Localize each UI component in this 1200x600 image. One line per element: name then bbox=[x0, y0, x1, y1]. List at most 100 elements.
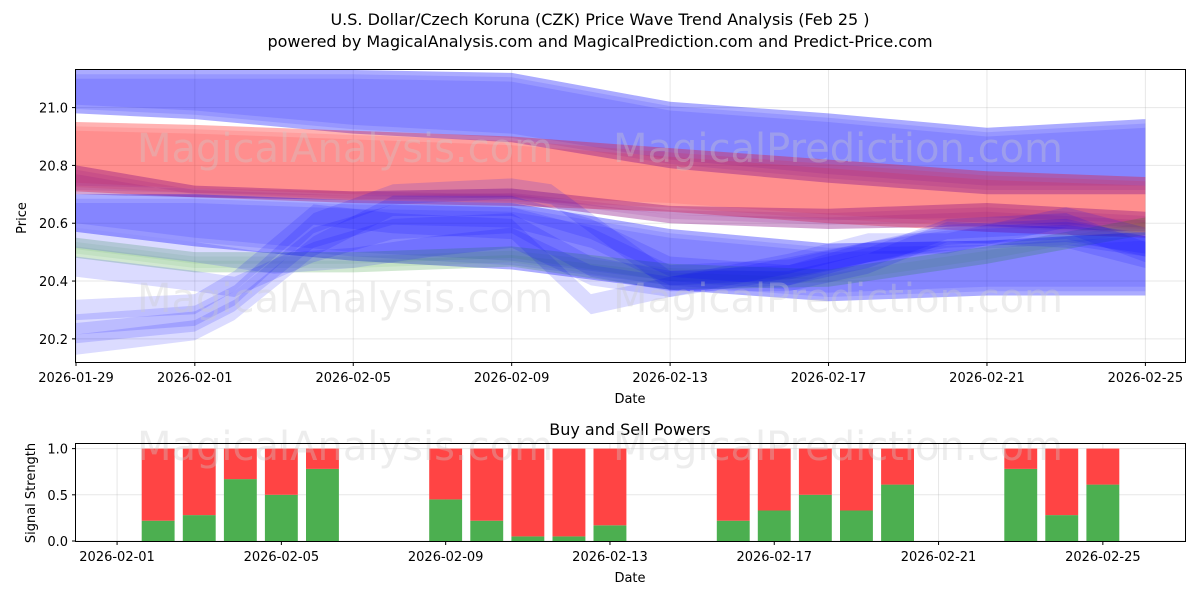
buy-bar-2026-02-13 bbox=[593, 525, 627, 541]
price-x-ticks: 2026-01-29 2026-02-01 2026-02-05 2026-02-09… bbox=[38, 362, 1183, 386]
sell-bar-2026-02-05 bbox=[264, 448, 298, 495]
buy-bar-2026-02-25 bbox=[1086, 484, 1120, 541]
signal-bars bbox=[141, 448, 1120, 541]
price-chart-frame bbox=[75, 69, 1186, 363]
signal-x-axis-label: Date bbox=[614, 571, 645, 586]
sell-bar-2026-02-20 bbox=[881, 448, 914, 485]
price-x-tick-label-7: 2026-02-25 bbox=[1108, 371, 1184, 386]
signal-x-tick-label-6: 2026-02-25 bbox=[1065, 550, 1141, 565]
buy-bar-2026-02-16 bbox=[716, 520, 750, 541]
signal-x-tick-label-4: 2026-02-17 bbox=[736, 550, 812, 565]
signal-y-tick-label-0: 0.0 bbox=[47, 535, 68, 550]
signal-y-tick-label-1: 0.5 bbox=[47, 489, 68, 504]
price-wave-2 bbox=[76, 178, 1146, 335]
signal-x-tick-label-5: 2026-02-21 bbox=[901, 550, 977, 565]
buy-bar-2026-02-20 bbox=[881, 484, 914, 541]
buy-bar-2026-02-03 bbox=[182, 515, 216, 541]
sell-bar-2026-02-18 bbox=[798, 448, 832, 495]
price-x-tick-label-3: 2026-02-09 bbox=[474, 371, 550, 386]
green-band-layer-2 bbox=[76, 226, 1146, 281]
signal-x-tick-label-1: 2026-02-05 bbox=[244, 550, 320, 565]
signal-y-axis-label: Signal Strength bbox=[24, 443, 39, 543]
signal-x-ticks: 2026-02-01 2026-02-05 2026-02-09 2026-02-13… bbox=[79, 541, 1141, 565]
chart-title-line-2: powered by MagicalAnalysis.com and Magic… bbox=[267, 32, 932, 51]
price-wave-4 bbox=[76, 213, 1146, 297]
watermark-right-mid: MagicalPrediction.com bbox=[613, 276, 1063, 322]
watermark-left-bottom: MagicalAnalysis.com bbox=[137, 424, 553, 470]
price-wave-3 bbox=[76, 204, 1146, 321]
watermark-left-mid: MagicalAnalysis.com bbox=[137, 276, 553, 322]
red-band-layer-2 bbox=[76, 130, 1146, 229]
price-wave-5 bbox=[76, 224, 1146, 297]
buy-bar-2026-02-10 bbox=[470, 520, 504, 541]
sell-bar-2026-02-25 bbox=[1086, 448, 1120, 485]
sell-bar-2026-02-17 bbox=[757, 448, 791, 511]
price-x-axis-label: Date bbox=[614, 392, 645, 407]
signal-chart-frame bbox=[75, 443, 1186, 542]
watermark-left-top: MagicalAnalysis.com bbox=[137, 126, 553, 172]
price-wave-0 bbox=[76, 204, 1146, 344]
price-x-tick-label-2: 2026-02-05 bbox=[315, 371, 391, 386]
buy-bar-2026-02-06 bbox=[306, 468, 339, 541]
watermark-right-top: MagicalPrediction.com bbox=[613, 126, 1063, 172]
sell-bar-2026-02-19 bbox=[840, 448, 873, 511]
lower-blue-band-layer-1 bbox=[76, 198, 1146, 297]
buy-bar-2026-02-19 bbox=[840, 510, 873, 541]
signal-x-tick-label-2: 2026-02-09 bbox=[408, 550, 484, 565]
lower-blue-band-layer-2 bbox=[76, 203, 1146, 293]
purple-band-layer-1 bbox=[76, 169, 1146, 228]
sell-bar-2026-02-10 bbox=[470, 448, 504, 521]
buy-bar-2026-02-05 bbox=[264, 494, 298, 541]
price-x-tick-label-1: 2026-02-01 bbox=[157, 371, 233, 386]
buy-bar-2026-02-17 bbox=[757, 510, 791, 541]
sell-bar-2026-02-04 bbox=[223, 448, 257, 480]
price-x-tick-label-4: 2026-02-13 bbox=[632, 371, 708, 386]
price-wave-paths bbox=[76, 178, 1146, 355]
price-y-tick-label-0: 20.2 bbox=[39, 333, 68, 348]
green-band-layer-1 bbox=[76, 221, 1146, 286]
price-wave-1 bbox=[76, 195, 1146, 355]
signal-x-tick-label-0: 2026-02-01 bbox=[79, 550, 155, 565]
signal-y-tick-label-2: 1.0 bbox=[47, 443, 68, 458]
signal-chart-title: Buy and Sell Powers bbox=[549, 420, 711, 439]
chart-title-line-1: U.S. Dollar/Czech Koruna (CZK) Price Wav… bbox=[330, 10, 869, 29]
buy-bar-2026-02-24 bbox=[1045, 515, 1079, 541]
price-y-tick-label-1: 20.4 bbox=[39, 275, 68, 290]
sell-bar-2026-02-23 bbox=[1004, 448, 1038, 469]
buy-bar-2026-02-02 bbox=[141, 520, 175, 541]
sell-bar-2026-02-13 bbox=[593, 448, 627, 526]
buy-bar-2026-02-12 bbox=[552, 536, 586, 541]
sell-bar-2026-02-02 bbox=[141, 448, 175, 521]
price-x-tick-label-5: 2026-02-17 bbox=[791, 371, 867, 386]
price-y-axis-label: Price bbox=[15, 202, 30, 234]
signal-y-ticks: 0.0 0.5 1.0 bbox=[47, 443, 76, 550]
buy-bar-2026-02-23 bbox=[1004, 468, 1038, 541]
price-y-ticks: 20.2 20.4 20.6 20.8 21.0 bbox=[39, 102, 76, 348]
price-y-tick-label-3: 20.8 bbox=[39, 159, 68, 174]
buy-bar-2026-02-11 bbox=[511, 536, 545, 541]
sell-bar-2026-02-12 bbox=[552, 448, 586, 537]
price-x-tick-label-6: 2026-02-21 bbox=[949, 371, 1025, 386]
buy-bar-2026-02-09 bbox=[429, 499, 463, 541]
purple-band bbox=[76, 165, 1146, 232]
buy-bar-2026-02-18 bbox=[798, 494, 832, 541]
signal-x-tick-label-3: 2026-02-13 bbox=[572, 550, 648, 565]
red-band-layer-1 bbox=[76, 126, 1146, 234]
price-y-tick-label-2: 20.6 bbox=[39, 217, 68, 232]
red-band bbox=[76, 122, 1146, 238]
price-bands bbox=[76, 70, 1146, 302]
buy-bar-2026-02-04 bbox=[223, 479, 257, 541]
sell-bar-2026-02-09 bbox=[429, 448, 463, 500]
green-band bbox=[76, 217, 1146, 290]
sell-bar-2026-02-11 bbox=[511, 448, 545, 537]
sell-bar-2026-02-24 bbox=[1045, 448, 1079, 516]
sell-bar-2026-02-16 bbox=[716, 448, 750, 521]
lower-blue-band bbox=[76, 194, 1146, 302]
upper-blue-band bbox=[76, 70, 1146, 195]
price-chart-grid bbox=[75, 70, 1185, 362]
price-x-tick-label-0: 2026-01-29 bbox=[38, 371, 114, 386]
signal-chart: Buy and Sell Powers MagicalAnalysis.com … bbox=[24, 420, 1186, 586]
watermark-right-bottom: MagicalPrediction.com bbox=[613, 424, 1063, 470]
sell-bar-2026-02-06 bbox=[306, 448, 339, 469]
